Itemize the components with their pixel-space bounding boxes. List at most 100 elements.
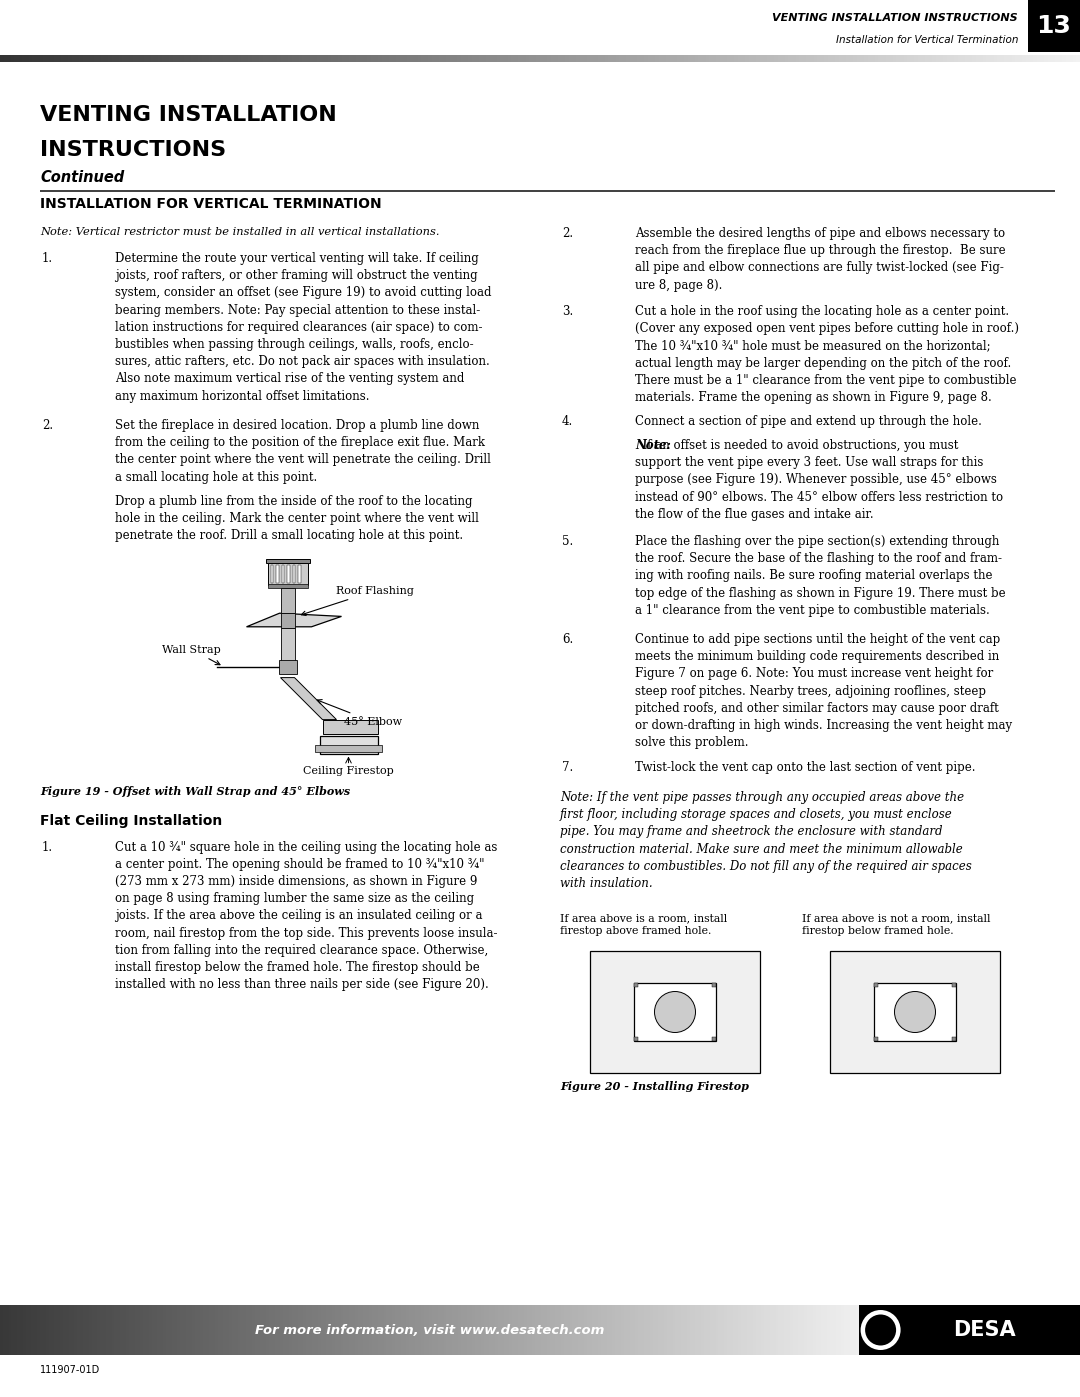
Bar: [122, 54, 127, 61]
Bar: [486, 1305, 490, 1355]
Bar: [78, 1305, 81, 1355]
Bar: [732, 1305, 737, 1355]
Bar: [521, 1305, 525, 1355]
Bar: [558, 1305, 562, 1355]
Bar: [9, 1305, 13, 1355]
Text: Wall Strap: Wall Strap: [162, 644, 221, 665]
Bar: [874, 982, 956, 1041]
Bar: [748, 54, 754, 61]
Bar: [332, 54, 336, 61]
Text: If area above is not a room, install
firestop below framed hole.: If area above is not a room, install fir…: [802, 914, 990, 936]
Bar: [206, 1305, 210, 1355]
Bar: [279, 659, 297, 673]
Bar: [838, 1305, 842, 1355]
Bar: [839, 54, 843, 61]
Bar: [248, 54, 253, 61]
Bar: [555, 1305, 559, 1355]
Bar: [266, 1305, 270, 1355]
Bar: [245, 54, 249, 61]
Bar: [281, 54, 285, 61]
Bar: [126, 1305, 130, 1355]
Bar: [92, 1305, 95, 1355]
Bar: [972, 54, 976, 61]
Bar: [704, 1305, 707, 1355]
Bar: [512, 1305, 516, 1355]
Bar: [313, 54, 318, 61]
Bar: [43, 54, 48, 61]
Text: If area above is a room, install
firestop above framed hole.: If area above is a room, install firesto…: [561, 914, 727, 936]
Text: Continued: Continued: [40, 170, 124, 184]
Bar: [29, 1305, 32, 1355]
Bar: [673, 1305, 676, 1355]
Text: 4.: 4.: [562, 415, 573, 427]
Bar: [332, 1305, 336, 1355]
Bar: [680, 54, 685, 61]
Bar: [202, 54, 206, 61]
Bar: [619, 54, 624, 61]
Bar: [750, 1305, 754, 1355]
Bar: [767, 54, 771, 61]
Bar: [71, 1305, 76, 1355]
Bar: [403, 54, 408, 61]
Bar: [281, 1305, 284, 1355]
Bar: [57, 54, 63, 61]
Bar: [612, 1305, 617, 1355]
Bar: [626, 1305, 631, 1355]
Bar: [243, 1305, 247, 1355]
Bar: [600, 1305, 605, 1355]
Bar: [670, 54, 674, 61]
Bar: [518, 54, 523, 61]
Polygon shape: [281, 678, 337, 719]
Bar: [29, 54, 33, 61]
Bar: [515, 1305, 519, 1355]
Bar: [397, 1305, 402, 1355]
Bar: [137, 1305, 141, 1355]
Bar: [392, 54, 397, 61]
Bar: [1029, 54, 1035, 61]
Bar: [0, 1305, 4, 1355]
Bar: [43, 1305, 46, 1355]
Bar: [443, 54, 447, 61]
Bar: [1028, 0, 1080, 52]
Bar: [310, 54, 314, 61]
Bar: [950, 54, 955, 61]
Bar: [381, 54, 387, 61]
Bar: [76, 54, 80, 61]
Bar: [410, 54, 415, 61]
Bar: [226, 1305, 230, 1355]
Bar: [191, 54, 195, 61]
Bar: [932, 54, 937, 61]
Bar: [576, 54, 581, 61]
Bar: [353, 54, 357, 61]
Bar: [355, 1305, 359, 1355]
Bar: [504, 54, 509, 61]
Bar: [798, 1305, 802, 1355]
Bar: [633, 1305, 636, 1355]
Bar: [907, 54, 912, 61]
Bar: [432, 54, 436, 61]
Bar: [278, 1305, 282, 1355]
Bar: [661, 1305, 665, 1355]
Text: Cut a hole in the roof using the locating hole as a center point.
(Cover any exp: Cut a hole in the roof using the locatin…: [635, 305, 1020, 404]
Bar: [735, 1305, 740, 1355]
Bar: [926, 54, 930, 61]
Bar: [31, 1305, 36, 1355]
Bar: [140, 54, 145, 61]
Bar: [608, 54, 613, 61]
Bar: [710, 1305, 714, 1355]
Bar: [361, 1305, 364, 1355]
Bar: [893, 54, 897, 61]
Bar: [0, 54, 4, 61]
Bar: [184, 54, 188, 61]
Bar: [306, 54, 311, 61]
Bar: [316, 54, 322, 61]
Bar: [106, 1305, 110, 1355]
Bar: [492, 1305, 496, 1355]
Bar: [670, 1305, 674, 1355]
Bar: [1072, 54, 1078, 61]
Bar: [688, 54, 692, 61]
Bar: [562, 54, 566, 61]
Bar: [546, 1305, 551, 1355]
Bar: [943, 54, 948, 61]
Bar: [241, 1305, 244, 1355]
